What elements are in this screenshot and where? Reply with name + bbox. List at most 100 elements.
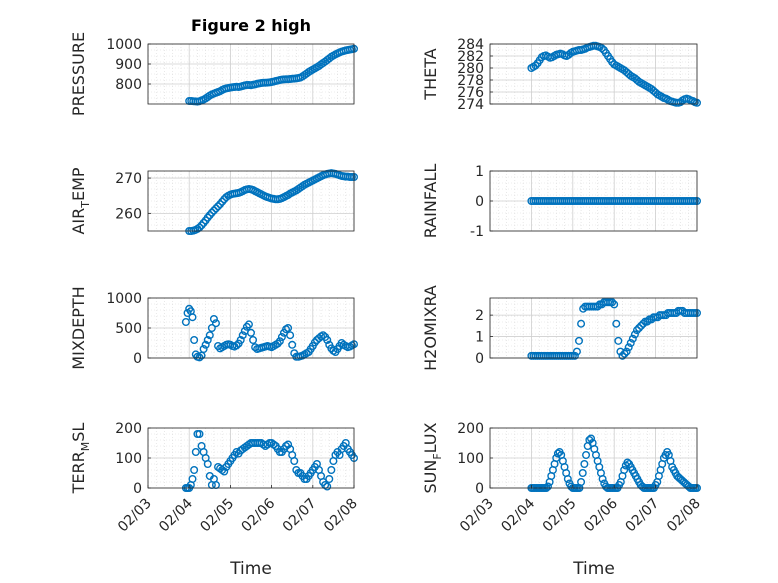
y-axis-label: MIXDEPTH — [69, 286, 88, 369]
x-axis-label-right: Time — [572, 559, 615, 579]
y-axis-label: RAINFALL — [421, 164, 440, 239]
x-tick-label: 02/03 — [115, 496, 155, 536]
data-point — [277, 333, 286, 342]
data-series — [181, 430, 359, 493]
data-series — [181, 304, 359, 362]
subplot-5: 0 500 1000 MIXDEPTH — [69, 286, 359, 370]
data-point — [577, 319, 586, 328]
y-tick-label: 1 — [475, 330, 484, 346]
y-tick-label: -1 — [470, 224, 484, 240]
data-point — [209, 315, 218, 324]
data-point — [614, 336, 623, 345]
y-tick-label: 200 — [457, 421, 484, 437]
data-point — [269, 440, 278, 449]
data-point — [626, 339, 635, 348]
data-point — [575, 336, 584, 345]
data-series — [527, 41, 702, 107]
data-point — [643, 317, 652, 326]
data-point — [191, 448, 200, 457]
data-point — [214, 202, 223, 211]
data-point — [620, 349, 629, 358]
data-point — [577, 478, 586, 487]
data-point — [620, 466, 629, 475]
y-axis-label: SUNFLUX — [421, 422, 444, 493]
y-tick-label: 500 — [115, 321, 142, 337]
data-point — [632, 326, 641, 335]
data-point — [275, 337, 284, 346]
x-tick-label: 02/08 — [664, 496, 704, 536]
data-series — [527, 196, 702, 205]
y-tick-label: 2 — [475, 308, 484, 324]
y-tick-label: 0 — [475, 194, 484, 210]
axes-box — [489, 43, 698, 105]
data-point — [635, 324, 644, 333]
data-point — [608, 298, 617, 307]
data-point — [242, 322, 251, 331]
data-point — [578, 469, 587, 478]
data-point — [195, 430, 204, 439]
data-point — [323, 336, 332, 345]
data-point — [597, 44, 606, 53]
y-tick-label: 284 — [457, 37, 484, 53]
data-point — [205, 331, 214, 340]
data-point — [244, 320, 253, 329]
data-point — [628, 334, 637, 343]
data-point — [238, 331, 247, 340]
data-point — [288, 340, 297, 349]
y-axis-label: PRESSURE — [69, 32, 88, 116]
data-point — [639, 319, 648, 328]
x-tick-label: 02/03 — [457, 496, 497, 536]
y-tick-label: 282 — [457, 49, 484, 65]
data-point — [201, 340, 210, 349]
data-point — [207, 208, 216, 217]
y-tick-label: 800 — [115, 77, 142, 93]
data-point — [232, 341, 241, 350]
data-point — [181, 318, 190, 327]
data-point — [543, 482, 552, 491]
axes-box — [147, 43, 355, 105]
data-point — [531, 61, 540, 70]
data-point — [195, 353, 204, 362]
axes-box — [147, 170, 355, 232]
data-point — [246, 328, 255, 337]
data-point — [582, 451, 591, 460]
data-point — [203, 460, 212, 469]
data-point — [310, 338, 319, 347]
data-point — [618, 351, 627, 360]
data-point — [286, 331, 295, 340]
data-point — [220, 467, 229, 476]
data-point — [188, 475, 197, 484]
data-series — [185, 44, 359, 106]
data-point — [290, 457, 299, 466]
x-tick-label: 02/05 — [540, 496, 580, 536]
subplot-1: 800 900 1000 PRESSURE — [69, 32, 359, 116]
x-axis-label-left: Time — [229, 559, 272, 579]
data-point — [211, 204, 220, 213]
data-point — [587, 434, 596, 443]
subplot-3: 260 270 AIRTEMP — [69, 167, 359, 235]
data-point — [612, 319, 621, 328]
data-point — [211, 319, 220, 328]
y-tick-label: 0 — [133, 481, 142, 497]
data-point — [323, 482, 332, 491]
y-tick-label: 1000 — [106, 291, 142, 307]
data-point — [273, 339, 282, 348]
data-point — [209, 206, 218, 215]
data-point — [327, 466, 336, 475]
data-point — [593, 302, 602, 311]
data-series — [185, 169, 359, 235]
figure-title: Figure 2 high — [191, 16, 311, 35]
y-tick-label: 260 — [115, 206, 142, 222]
data-point — [284, 440, 293, 449]
y-tick-label: 0 — [475, 351, 484, 367]
y-tick-label: 280 — [457, 61, 484, 77]
data-point — [203, 336, 212, 345]
data-point — [622, 347, 631, 356]
data-point — [630, 330, 639, 339]
y-tick-label: 200 — [115, 421, 142, 437]
x-tick-label: 02/06 — [581, 495, 621, 535]
y-axis-label: H2OMIXRA — [421, 285, 440, 371]
axes-box — [489, 297, 698, 359]
